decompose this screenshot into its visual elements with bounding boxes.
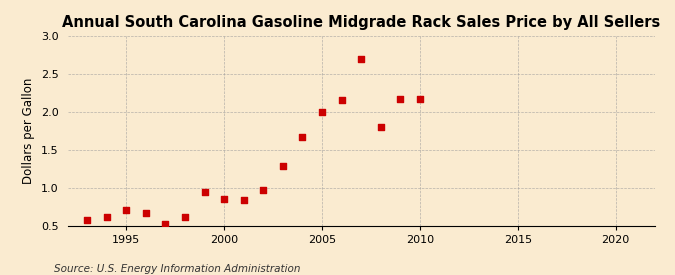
Point [258, 188, 269, 192]
Point [317, 110, 327, 115]
Point [121, 208, 132, 213]
Point [140, 210, 151, 215]
Point [395, 97, 406, 101]
Point [180, 215, 190, 219]
Point [82, 218, 92, 222]
Point [101, 215, 112, 219]
Point [336, 97, 347, 102]
Point [199, 190, 210, 194]
Point [414, 97, 425, 101]
Point [356, 56, 367, 61]
Y-axis label: Dollars per Gallon: Dollars per Gallon [22, 78, 35, 184]
Point [277, 164, 288, 169]
Text: Source: U.S. Energy Information Administration: Source: U.S. Energy Information Administ… [54, 264, 300, 274]
Point [160, 222, 171, 226]
Point [375, 125, 386, 129]
Point [219, 197, 230, 201]
Title: Annual South Carolina Gasoline Midgrade Rack Sales Price by All Sellers: Annual South Carolina Gasoline Midgrade … [62, 15, 660, 31]
Point [297, 134, 308, 139]
Point [238, 198, 249, 203]
